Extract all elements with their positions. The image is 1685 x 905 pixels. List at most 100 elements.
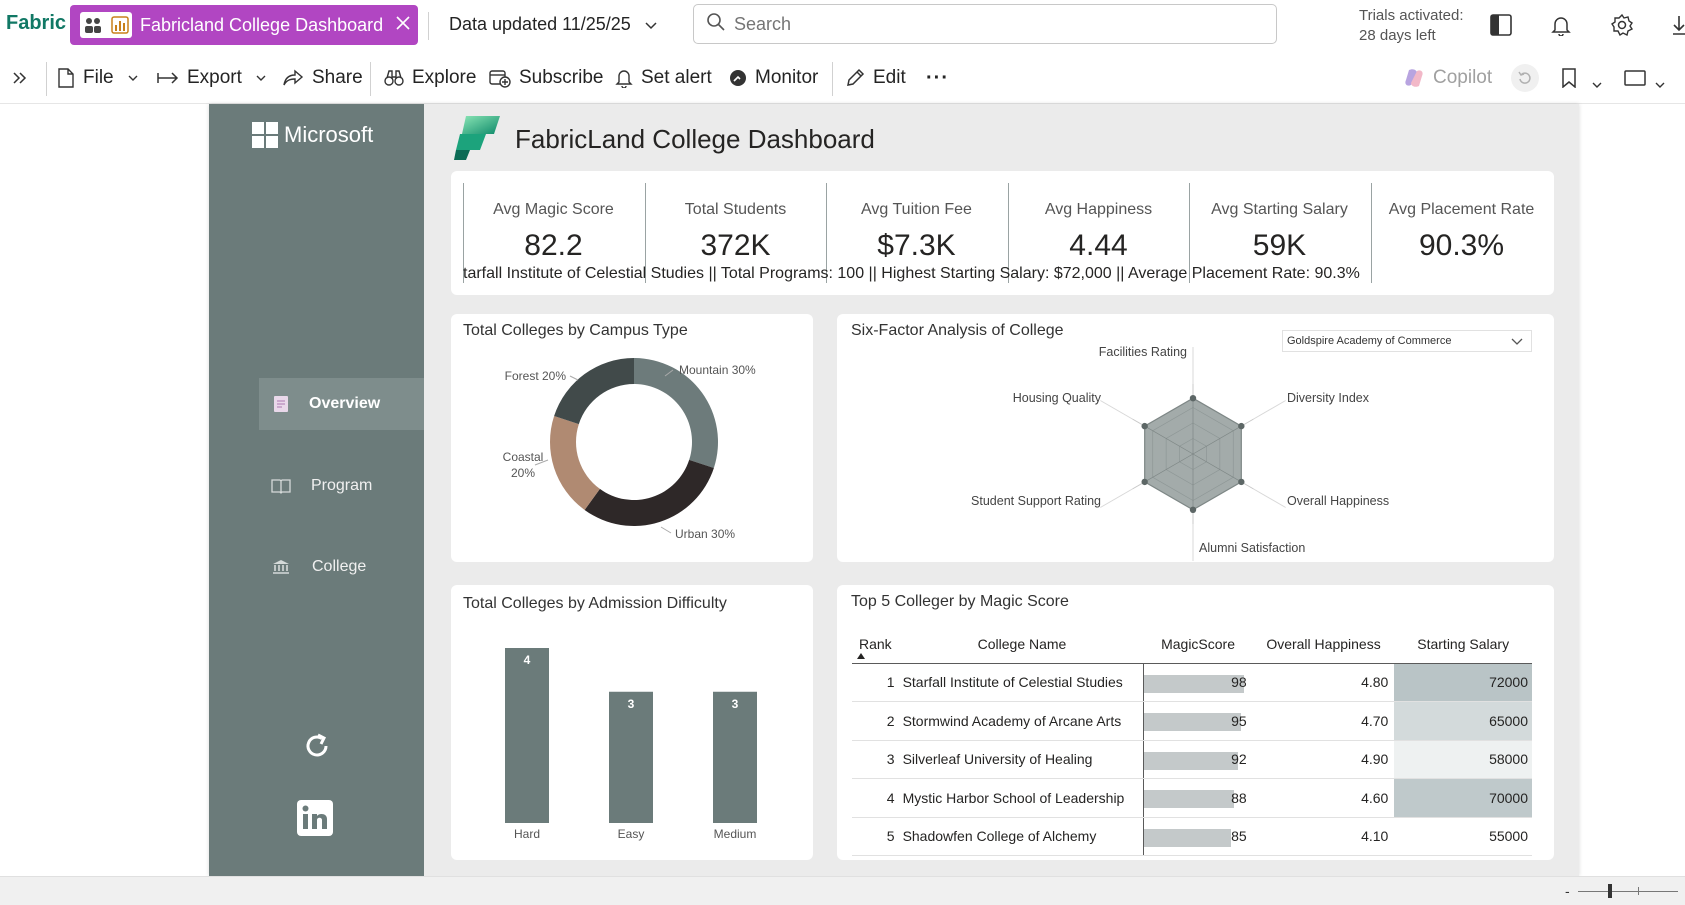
donut-slice-mountain[interactable] [634,358,718,468]
panel-toggle-icon[interactable] [1490,14,1512,41]
cell-overall-happiness: 4.60 [1252,778,1395,818]
radar-point[interactable] [1141,478,1148,486]
magicscore-value: 92 [1231,751,1247,768]
nav-program-label: Program [311,477,373,494]
file-label: File [83,67,114,88]
column-header-rank[interactable]: Rank [852,625,901,664]
cell-college-name: Mystic Harbor School of Leadership [900,778,1144,818]
column-header-label: College Name [977,635,1067,652]
radar-point[interactable] [1238,478,1245,486]
kpi-avg-starting-salary[interactable]: Avg Starting Salary 59K [1189,183,1369,283]
cell-overall-happiness: 4.90 [1252,740,1395,779]
close-icon[interactable] [395,15,411,36]
radar-point[interactable] [1238,422,1245,430]
admission-difficulty-title: Total Colleges by Admission Difficulty [463,595,727,612]
bar-category-label: Medium [714,827,757,841]
nav-overview[interactable]: Overview [259,378,424,430]
linkedin-icon[interactable] [296,799,334,842]
export-menu[interactable]: Export [157,52,274,104]
bar-data-label: 3 [732,697,739,711]
kpi-value: 59K [1252,229,1307,262]
monitor-button[interactable]: Monitor [729,52,818,104]
column-header-starting-salary[interactable]: Starting Salary [1394,625,1532,664]
zoom-out-icon[interactable]: - [1565,883,1570,899]
radar-axis-label: Overall Happiness [1287,494,1389,508]
file-menu[interactable]: File [57,52,146,104]
radar-point[interactable] [1141,422,1148,430]
column-header-magicscore[interactable]: MagicScore [1143,625,1253,664]
bar-easy[interactable] [609,691,653,823]
gear-icon[interactable] [1610,13,1634,42]
download-icon[interactable] [1672,14,1685,41]
copilot-button[interactable]: Copilot [1403,52,1492,104]
bell-icon[interactable] [1550,14,1572,41]
chevron-down-icon[interactable] [1592,75,1602,93]
edit-button[interactable]: Edit [845,52,906,104]
bar-medium[interactable] [713,691,757,823]
cell-overall-happiness: 4.10 [1252,817,1395,856]
six-factor-card: Six-Factor Analysis of College Goldspire… [837,314,1554,562]
report-tab[interactable]: Fabricland College Dashboard [70,5,418,45]
nav-program[interactable]: Program [259,460,424,512]
export-icon [157,72,179,84]
nav-college[interactable]: College [259,541,424,593]
donut-slice-forest[interactable] [554,358,634,425]
kpi-total-students[interactable]: Total Students 372K [645,183,825,283]
bookmark-icon[interactable] [1561,68,1577,93]
share-button[interactable]: Share [282,52,363,104]
trials-line-1: Trials activated: [1359,7,1464,24]
kpi-avg-placement-rate[interactable]: Avg Placement Rate 90.3% [1371,183,1551,283]
reset-icon[interactable] [1511,64,1539,92]
search-input[interactable] [734,13,1234,35]
data-updated-dropdown[interactable]: Data updated 11/25/25 [449,14,657,35]
cell-starting-salary: 55000 [1394,817,1532,856]
magicscore-bar [1143,713,1241,731]
bell-icon [615,70,633,88]
kpi-value: 372K [700,229,771,262]
table-row[interactable]: 4 Mystic Harbor School of Leadership 88 4.6… [852,778,1532,818]
top-bar: Fabric Fabricland College Dashboard Data… [0,0,1685,52]
more-options-button[interactable]: ··· [926,52,949,104]
brand-fabric[interactable]: Fabric [6,12,67,34]
share-label: Share [312,67,363,88]
search-box[interactable] [693,4,1277,44]
college-select[interactable]: Goldspire Academy of Commerce [1282,330,1532,352]
set-alert-button[interactable]: Set alert [615,52,712,104]
cell-college-name: Shadowfen College of Alchemy [900,817,1144,856]
book-icon [271,479,291,494]
radar-point[interactable] [1189,506,1197,513]
zoom-slider-thumb[interactable] [1608,884,1612,898]
explore-button[interactable]: Explore [384,52,476,104]
zoom-slider-track[interactable] [1578,891,1678,892]
kpi-avg-tuition-fee[interactable]: Avg Tuition Fee $7.3K [826,183,1006,283]
view-icon[interactable] [1624,69,1646,92]
table-row[interactable]: 5 Shadowfen College of Alchemy 85 4.10 55000 [852,817,1532,856]
radar-point[interactable] [1189,395,1197,402]
donut-slice-coastal[interactable] [550,416,600,510]
bar-hard[interactable] [505,648,549,823]
subscribe-button[interactable]: Subscribe [489,52,604,104]
six-factor-radar-chart: Facilities Rating Diversity Index Overall … [971,345,1389,561]
radar-axis-extension [1253,400,1286,420]
refresh-icon[interactable] [302,731,332,766]
table-row[interactable]: 2 Stormwind Academy of Arcane Arts 95 4.70 6… [852,701,1532,741]
edit-label: Edit [873,67,906,88]
donut-slice-urban[interactable] [584,459,714,526]
kpi-avg-happiness[interactable]: Avg Happiness 4.44 [1008,183,1188,283]
column-header-overall-happiness[interactable]: Overall Happiness [1252,625,1395,664]
kpi-label: Avg Placement Rate [1388,201,1535,218]
chevron-down-icon[interactable] [1655,75,1665,93]
table-row[interactable]: 1 Starfall Institute of Celestial Studies… [852,663,1532,702]
donut-leader-line [664,369,674,377]
sort-ascending-icon [857,653,865,659]
cell-overall-happiness: 4.80 [1252,663,1395,702]
magicscore-bar [1143,828,1231,847]
table-row[interactable]: 3 Silverleaf University of Healing 92 4.90 5… [852,740,1532,779]
column-header-college-name[interactable]: College Name [900,625,1144,664]
set-alert-label: Set alert [641,67,712,88]
cell-magicscore: 88 [1142,778,1253,818]
admission-difficulty-bar-chart: 4 Hard 3 Easy 3 Medium [505,648,757,841]
kpi-avg-magic-score[interactable]: Avg Magic Score 82.2 [463,183,643,283]
kpi-value: $7.3K [877,229,956,262]
expand-icon[interactable] [12,70,28,91]
